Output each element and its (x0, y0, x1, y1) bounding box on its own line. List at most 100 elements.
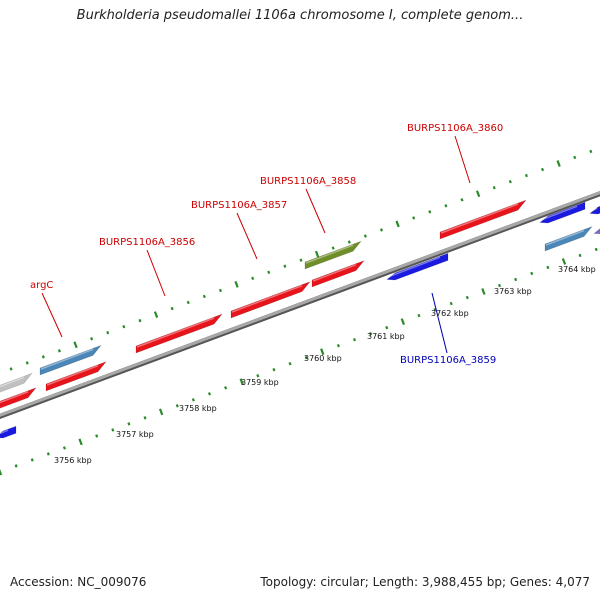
scale-tick (524, 173, 528, 178)
scale-tick (191, 398, 195, 402)
scale-tick (288, 362, 292, 366)
scale-tick (369, 331, 373, 336)
genome-summary-text: Topology: circular; Length: 3,988,455 bp… (260, 575, 590, 589)
scale-tick (239, 378, 244, 386)
scale-tick (272, 368, 276, 372)
scale-tick (202, 294, 206, 299)
scale-tick (57, 349, 61, 353)
label-leader-line (454, 135, 471, 184)
scale-tick (589, 149, 593, 154)
gene-steelblue-block[interactable] (39, 344, 102, 376)
tick-label: 3762 kbp (431, 309, 469, 318)
scale-tick (299, 258, 303, 262)
scale-tick (267, 270, 271, 274)
scale-tick (412, 216, 416, 220)
scale-tick (546, 265, 550, 270)
scale-tick (158, 408, 164, 416)
gene-steelblue-block[interactable] (544, 225, 593, 252)
scale-tick (352, 337, 357, 342)
scale-tick (428, 210, 432, 214)
gene-label[interactable]: BURPS1106A_3859 (400, 355, 496, 366)
label-leader-line (305, 188, 326, 234)
gene-forward-block-3860[interactable] (439, 199, 527, 240)
scale-tick (444, 204, 448, 208)
scale-tick (62, 446, 66, 450)
scale-tick (449, 301, 453, 306)
scale-tick (475, 190, 481, 198)
label-leader-line (431, 292, 448, 354)
scale-tick (256, 374, 260, 378)
scale-tick (379, 228, 384, 232)
tick-label: 3761 kbp (367, 332, 405, 341)
tick-label: 3763 kbp (494, 287, 532, 296)
gene-purple-block[interactable] (593, 226, 600, 235)
label-leader-line (146, 249, 166, 297)
scale-tick (320, 348, 325, 356)
scale-tick (594, 247, 598, 252)
chromosome-backbone (0, 191, 600, 419)
scale-tick (400, 318, 405, 325)
label-leader-line (41, 292, 63, 338)
scale-tick (30, 458, 34, 462)
scale-tick (122, 324, 126, 329)
scale-tick (25, 361, 29, 365)
gene-forward-block[interactable] (311, 260, 365, 288)
scale-tick (395, 220, 400, 228)
gene-forward-block-3856[interactable] (135, 313, 223, 354)
gene-reverse-block-3859[interactable] (386, 252, 449, 281)
gene-reverse-block[interactable] (539, 201, 586, 224)
scale-tick (336, 343, 340, 348)
map-title: Burkholderia pseudomallei 1106a chromoso… (76, 8, 524, 23)
scale-tick (363, 234, 367, 238)
scale-tick (78, 438, 83, 446)
gene-label[interactable]: BURPS1106A_3858 (260, 176, 356, 187)
scale-tick (14, 464, 18, 468)
scale-tick (530, 271, 534, 276)
scale-tick (578, 253, 582, 258)
gene-reverse-block[interactable] (589, 204, 600, 215)
scale-tick (90, 337, 94, 341)
upper-tick-scale (9, 149, 593, 371)
scale-tick (9, 367, 13, 371)
gene-label[interactable]: BURPS1106A_3856 (99, 237, 195, 248)
scale-tick (481, 288, 486, 295)
gene-forward-block-3857[interactable] (230, 281, 311, 319)
gene-reverse-block[interactable] (0, 425, 17, 439)
scale-tick (153, 311, 159, 318)
tick-label: 3756 kbp (54, 456, 92, 465)
scale-tick (541, 167, 545, 172)
scale-tick (106, 331, 110, 335)
scale-tick (498, 283, 502, 288)
tick-label: 3757 kbp (116, 430, 154, 439)
scale-tick (556, 160, 561, 167)
gene-grey-block[interactable] (0, 372, 33, 394)
scale-tick (331, 246, 335, 250)
gene-label[interactable]: BURPS1106A_3857 (191, 200, 287, 211)
scale-tick (492, 185, 496, 190)
scale-tick (465, 295, 469, 300)
gene-olive-block-3858[interactable] (304, 240, 362, 270)
scale-tick (73, 341, 78, 349)
gene-forward-block[interactable] (0, 387, 37, 410)
scale-tick (224, 386, 228, 390)
scale-tick (417, 313, 421, 318)
scale-tick (385, 325, 389, 330)
scale-tick (347, 240, 351, 244)
scale-tick (304, 356, 308, 360)
scale-tick (508, 179, 512, 184)
tick-label: 3764 kbp (558, 265, 596, 274)
tick-label: 3760 kbp (304, 354, 342, 363)
tick-label: 3758 kbp (179, 404, 217, 413)
scale-tick (218, 288, 222, 293)
scale-tick (573, 155, 577, 160)
scale-tick (234, 280, 239, 288)
accession-text: Accession: NC_009076 (10, 575, 147, 589)
scale-tick (514, 277, 518, 282)
gene-forward-block[interactable] (45, 361, 107, 392)
scale-tick (138, 318, 142, 323)
scale-tick (433, 307, 437, 312)
scale-tick (95, 434, 99, 438)
gene-label[interactable]: argC (30, 280, 53, 291)
gene-label[interactable]: BURPS1106A_3860 (407, 123, 503, 134)
